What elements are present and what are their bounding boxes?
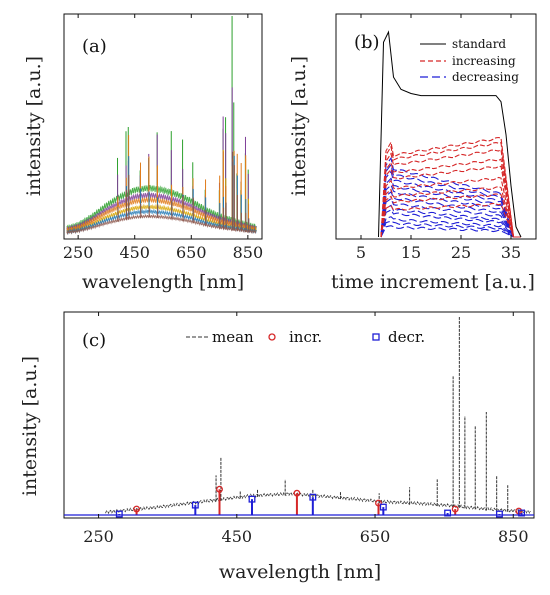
decreasing-curve-6 — [380, 197, 521, 238]
panel-a-tick-label-450: 450 — [119, 243, 150, 262]
decreasing-curve-10 — [380, 220, 521, 238]
increasing-curve-0 — [380, 136, 521, 238]
panel-a-frame — [63, 13, 263, 240]
panel-a-tick-label-650: 650 — [176, 243, 207, 262]
panel-c-tick-label-450: 450 — [222, 527, 253, 546]
panel-b-legend: standard increasing decreasing — [420, 37, 519, 84]
panel-c-xlabel: wavelength [nm] — [219, 561, 381, 583]
panel-c-increasing-markers — [133, 485, 523, 515]
panel-b: 5 15 25 35 (b) standard increasing decreasi… — [288, 13, 537, 293]
panel-a-ylabel: intensity [a.u.] — [23, 56, 45, 196]
decreasing-curve-4 — [380, 184, 521, 238]
panel-c-tick-label-650: 650 — [360, 527, 391, 546]
panel-c-ylabel: intensity [a.u.] — [19, 356, 41, 496]
panel-a-spectrum-1 — [66, 192, 257, 233]
decreasing-curve-11 — [380, 225, 521, 238]
legend-decr-label: decr. — [388, 328, 425, 346]
legend-mean-label: mean — [212, 328, 254, 346]
legend-decr-marker — [372, 333, 380, 341]
decr-marker-7 — [518, 509, 526, 517]
incr-marker-0 — [133, 505, 141, 513]
decreasing-curve-9 — [380, 216, 521, 238]
panel-a-tick-label-850: 850 — [233, 243, 264, 262]
decreasing-curve-0 — [380, 156, 521, 238]
panel-a-spectrum-3 — [66, 196, 257, 233]
panel-b-tick-label-5: 5 — [356, 243, 366, 262]
legend-incr-marker — [268, 333, 276, 341]
panel-c-tick-label-850: 850 — [498, 527, 529, 546]
panel-b-standard-curve — [378, 30, 522, 238]
panel-a-spectrum-0 — [66, 184, 257, 232]
panel-a-tag: (a) — [82, 36, 107, 57]
panel-b-tick-label-15: 15 — [401, 243, 421, 262]
legend-standard-label: standard — [452, 37, 506, 51]
panel-a-tick-label-250: 250 — [63, 243, 94, 262]
panel-a-xlabel: wavelength [nm] — [82, 271, 244, 293]
incr-marker-3 — [375, 499, 382, 507]
panel-b-tag: (b) — [354, 32, 380, 53]
panel-b-decreasing-curves — [380, 156, 521, 238]
legend-decreasing-label: decreasing — [452, 70, 519, 84]
panel-a: 250 450 650 850 (a) wavelength [nm] intensi… — [23, 13, 263, 293]
increasing-curve-7 — [380, 193, 521, 238]
panel-b-xlabel: time increment [a.u.] — [331, 271, 535, 293]
increasing-curve-5 — [380, 176, 521, 238]
panel-b-tick-label-25: 25 — [451, 243, 471, 262]
increasing-curve-8 — [380, 202, 521, 238]
legend-incr-label: incr. — [289, 328, 322, 346]
increasing-curve-3 — [380, 158, 521, 238]
panel-c-decreasing-markers — [64, 493, 534, 518]
decreasing-curve-2 — [380, 170, 521, 238]
panel-c-tick-label-250: 250 — [83, 527, 114, 546]
decr-marker-0 — [115, 510, 123, 518]
incr-marker-1 — [216, 485, 223, 493]
standard-curve — [378, 30, 522, 238]
panel-c-frame — [63, 311, 535, 519]
decr-marker-4 — [379, 503, 387, 511]
decreasing-curve-3 — [380, 177, 521, 238]
increasing-curve-2 — [380, 148, 521, 238]
incr-marker-2 — [293, 489, 301, 497]
mean-spectrum-line — [105, 491, 531, 515]
panel-a-x-ticks: 250 450 650 850 — [63, 14, 263, 262]
decr-marker-3 — [309, 493, 317, 501]
increasing-curve-1 — [380, 142, 521, 238]
panel-c-tag: (c) — [82, 330, 106, 351]
panel-b-x-ticks: 5 15 25 35 — [356, 14, 521, 262]
panel-b-frame — [335, 13, 537, 240]
legend-increasing-label: increasing — [452, 54, 516, 68]
incr-marker-4 — [451, 505, 459, 513]
decreasing-curve-1 — [380, 163, 521, 238]
panel-c-mean-spectrum — [105, 317, 531, 515]
decreasing-curve-5 — [380, 191, 521, 238]
panel-b-increasing-curves — [380, 136, 521, 238]
increasing-curve-4 — [380, 165, 521, 238]
decreasing-curve-7 — [380, 204, 521, 238]
panel-c: 250 450 650 850 (c) mean incr. decr. wavele… — [19, 311, 535, 583]
panel-a-spectrum-5 — [66, 213, 257, 235]
panel-b-ylabel: intensity [a.u.] — [288, 56, 310, 196]
decr-marker-1 — [191, 501, 199, 509]
panel-c-x-ticks: 250 450 650 850 — [83, 312, 529, 546]
decr-marker-5 — [444, 509, 452, 517]
panel-a-spectra — [66, 16, 257, 236]
panel-a-spectrum-4 — [66, 208, 257, 236]
decr-marker-6 — [495, 510, 503, 518]
panel-c-legend: mean incr. decr. — [186, 328, 425, 346]
decr-marker-2 — [248, 495, 256, 503]
panel-b-tick-label-35: 35 — [501, 243, 521, 262]
decreasing-curve-8 — [380, 209, 521, 238]
